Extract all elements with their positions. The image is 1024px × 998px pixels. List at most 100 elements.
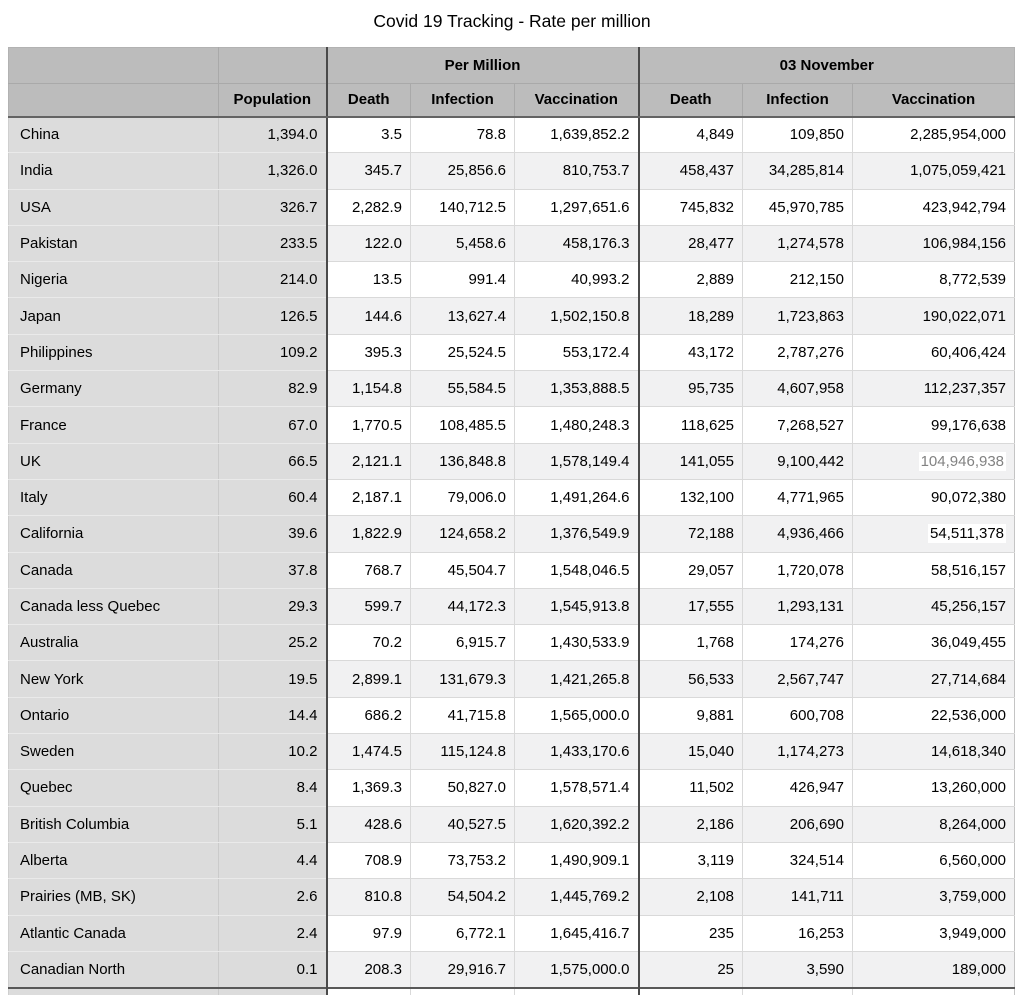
cell-pm-vaccination[interactable]: 1,376,549.9 <box>514 515 640 553</box>
cell-pm-death[interactable]: 70.2 <box>326 624 411 662</box>
cell-population[interactable]: 5.1 <box>218 806 328 843</box>
group-header-per-million[interactable]: Per Million <box>326 47 640 84</box>
cell-nov-vaccination[interactable]: 8,264,000 <box>852 806 1016 843</box>
cell-population[interactable]: 0.1 <box>218 951 328 989</box>
cell-label[interactable]: Canada <box>8 552 219 589</box>
cell-pm-infection[interactable]: 6,915.7 <box>410 624 515 662</box>
cell-population[interactable]: 14.4 <box>218 697 328 735</box>
cell-population[interactable]: 233.5 <box>218 225 328 263</box>
cell-nov-infection[interactable]: 16,253 <box>742 915 853 952</box>
cell-pm-vaccination[interactable]: 1,548,046.5 <box>514 552 640 589</box>
cell-pm-infection[interactable]: 25,856.6 <box>410 152 515 190</box>
cell-pm-vaccination[interactable]: 1,645,416.7 <box>514 915 640 952</box>
cell-pm-infection[interactable]: 13,627.4 <box>410 297 515 335</box>
cell-nov-vaccination[interactable]: 13,260,000 <box>852 769 1016 807</box>
column-header-pm-vaccination[interactable]: Vaccination <box>514 83 640 118</box>
cell-label[interactable]: Japan <box>8 297 219 335</box>
cell-pm-death[interactable]: 686.2 <box>326 697 411 735</box>
cell-pm-infection[interactable]: 41,715.8 <box>410 697 515 735</box>
cell-nov-death[interactable]: 3,119 <box>638 842 743 880</box>
row-label-header-cell[interactable] <box>8 83 219 118</box>
cell-nov-infection[interactable]: 3,590 <box>742 951 853 989</box>
cell-population[interactable]: 60.4 <box>218 479 328 517</box>
cell-nov-infection[interactable]: 1,293,131 <box>742 588 853 626</box>
cell-nov-vaccination[interactable]: 36,049,455 <box>852 624 1016 662</box>
cell-pm-death[interactable]: 122.0 <box>326 225 411 263</box>
cell-nov-death[interactable]: 11,502 <box>638 769 743 807</box>
cell-pm-infection[interactable]: 55,584.5 <box>410 370 515 408</box>
cell-label[interactable]: Pakistan <box>8 225 219 263</box>
cell-pm-vaccination[interactable]: 1,353,888.5 <box>514 370 640 408</box>
cell-population[interactable]: 37.8 <box>218 552 328 589</box>
cell-pm-infection[interactable]: 54,504.2 <box>410 878 515 916</box>
cell-nov-infection[interactable]: 4,771,965 <box>742 479 853 517</box>
cell-pm-infection[interactable]: 5,458.6 <box>410 225 515 263</box>
cell-nov-infection[interactable]: 109,850 <box>742 116 853 154</box>
cell-pm-infection[interactable]: 140,712.5 <box>410 189 515 226</box>
cell-pm-infection[interactable]: 108,485.5 <box>410 406 515 444</box>
cell-nov-death[interactable]: 4,849 <box>638 116 743 154</box>
cell-nov-death[interactable]: 25 <box>638 951 743 989</box>
cell-pm-vaccination[interactable]: 1,433,170.6 <box>514 733 640 771</box>
cell-nov-infection[interactable]: 212,150 <box>742 261 853 299</box>
cell-label[interactable]: Prairies (MB, SK) <box>8 878 219 916</box>
cell-nov-infection[interactable]: 2,787,276 <box>742 334 853 372</box>
cell-pm-infection[interactable]: 6,772.1 <box>410 915 515 952</box>
cell-label[interactable]: France <box>8 406 219 444</box>
cell-label[interactable]: India <box>8 152 219 190</box>
cell-nov-death[interactable]: 2,108 <box>638 878 743 916</box>
cell-pm-infection[interactable]: 44,172.3 <box>410 588 515 626</box>
cell-population[interactable]: 2.6 <box>218 878 328 916</box>
clipped-cell[interactable] <box>514 986 640 995</box>
cell-nov-infection[interactable]: 174,276 <box>742 624 853 662</box>
cell-label[interactable]: New York <box>8 660 219 698</box>
cell-nov-infection[interactable]: 9,100,442 <box>742 443 853 480</box>
cell-pm-death[interactable]: 1,154.8 <box>326 370 411 408</box>
cell-pm-death[interactable]: 345.7 <box>326 152 411 190</box>
group-header-date[interactable]: 03 November <box>638 47 1016 84</box>
cell-nov-vaccination[interactable]: 6,560,000 <box>852 842 1016 880</box>
cell-nov-infection[interactable]: 1,720,078 <box>742 552 853 589</box>
cell-pm-death[interactable]: 395.3 <box>326 334 411 372</box>
cell-pm-vaccination[interactable]: 1,430,533.9 <box>514 624 640 662</box>
cell-pm-death[interactable]: 3.5 <box>326 116 411 154</box>
population-corner-cell[interactable] <box>218 47 328 84</box>
cell-nov-vaccination[interactable]: 112,237,357 <box>852 370 1016 408</box>
cell-pm-death[interactable]: 144.6 <box>326 297 411 335</box>
cell-pm-infection[interactable]: 50,827.0 <box>410 769 515 807</box>
cell-pm-vaccination[interactable]: 1,490,909.1 <box>514 842 640 880</box>
cell-nov-death[interactable]: 1,768 <box>638 624 743 662</box>
cell-population[interactable]: 25.2 <box>218 624 328 662</box>
cell-pm-death[interactable]: 13.5 <box>326 261 411 299</box>
cell-population[interactable]: 8.4 <box>218 769 328 807</box>
clipped-cell[interactable] <box>326 986 411 995</box>
cell-nov-death[interactable]: 18,289 <box>638 297 743 335</box>
cell-nov-death[interactable]: 2,889 <box>638 261 743 299</box>
cell-pm-death[interactable]: 97.9 <box>326 915 411 952</box>
cell-label[interactable]: Canada less Quebec <box>8 588 219 626</box>
cell-nov-death[interactable]: 132,100 <box>638 479 743 517</box>
cell-pm-vaccination[interactable]: 810,753.7 <box>514 152 640 190</box>
column-header-nov-death[interactable]: Death <box>638 83 743 118</box>
cell-pm-vaccination[interactable]: 1,578,149.4 <box>514 443 640 480</box>
cell-population[interactable]: 109.2 <box>218 334 328 372</box>
cell-pm-death[interactable]: 599.7 <box>326 588 411 626</box>
cell-nov-infection[interactable]: 1,723,863 <box>742 297 853 335</box>
cell-population[interactable]: 82.9 <box>218 370 328 408</box>
cell-pm-death[interactable]: 428.6 <box>326 806 411 843</box>
cell-pm-vaccination[interactable]: 553,172.4 <box>514 334 640 372</box>
cell-nov-vaccination[interactable]: 189,000 <box>852 951 1016 989</box>
cell-pm-vaccination[interactable]: 1,578,571.4 <box>514 769 640 807</box>
cell-label[interactable]: Philippines <box>8 334 219 372</box>
cell-population[interactable]: 1,326.0 <box>218 152 328 190</box>
cell-label[interactable]: Nigeria <box>8 261 219 299</box>
cell-nov-infection[interactable]: 45,970,785 <box>742 189 853 226</box>
cell-pm-death[interactable]: 208.3 <box>326 951 411 989</box>
clipped-cell[interactable] <box>852 986 1016 995</box>
clipped-cell[interactable] <box>638 986 743 995</box>
cell-nov-vaccination[interactable]: 8,772,539 <box>852 261 1016 299</box>
column-header-population[interactable]: Population <box>218 83 328 118</box>
cell-nov-death[interactable]: 43,172 <box>638 334 743 372</box>
cell-pm-infection[interactable]: 40,527.5 <box>410 806 515 843</box>
cell-nov-death[interactable]: 15,040 <box>638 733 743 771</box>
